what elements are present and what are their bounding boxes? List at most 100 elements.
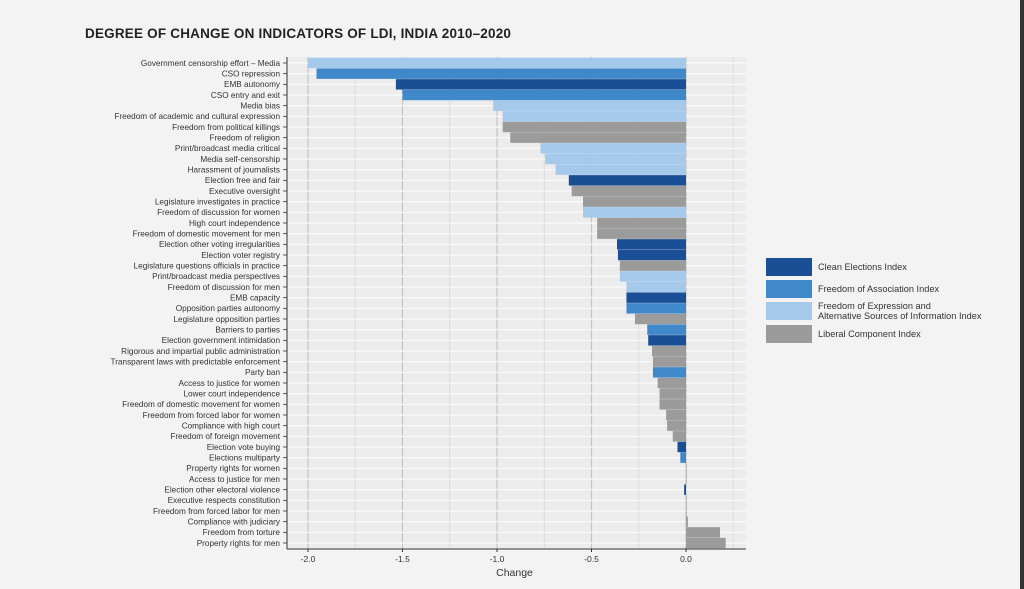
x-axis-title: Change [496, 567, 533, 579]
x-tick-label: -2.0 [301, 554, 316, 564]
category-label: Freedom of academic and cultural express… [114, 112, 280, 121]
category-label: Opposition parties autonomy [176, 304, 281, 313]
category-label: Legislature questions officials in pract… [134, 261, 281, 270]
bar [686, 473, 687, 485]
bar [626, 303, 686, 314]
bar [672, 431, 686, 442]
category-label: Media bias [240, 101, 280, 110]
category-label: Freedom of domestic movement for men [133, 229, 281, 238]
category-label: Freedom from forced labor for women [143, 411, 281, 420]
x-tick-label: 0.0 [680, 554, 692, 564]
bar [686, 463, 687, 474]
category-label: Legislature opposition parties [173, 315, 280, 324]
x-tick-label: -0.5 [584, 554, 599, 564]
category-label: Property rights for women [186, 464, 280, 473]
category-label: EMB capacity [230, 293, 281, 302]
category-label: Freedom of religion [209, 133, 280, 142]
bar [666, 409, 686, 421]
bar [395, 79, 686, 90]
category-label: Freedom of foreign movement [170, 432, 280, 441]
category-label: Barriers to parties [215, 325, 280, 334]
category-label: Compliance with high court [182, 421, 281, 430]
category-label: Freedom from political killings [172, 123, 280, 132]
bar [545, 153, 686, 165]
bar [686, 537, 726, 549]
chart-title: DEGREE OF CHANGE ON INDICATORS OF LDI, I… [85, 26, 512, 41]
legend-label: Freedom of Association Index [818, 284, 939, 294]
category-label: Legislature investigates in practice [155, 197, 281, 206]
bar [308, 57, 686, 69]
bar [617, 239, 686, 250]
category-label: Media self-censorship [200, 155, 280, 164]
category-label: EMB autonomy [224, 80, 281, 89]
category-label: Compliance with judiciary [188, 517, 281, 526]
bar [316, 68, 686, 79]
legend-swatch [766, 302, 812, 320]
bar [568, 175, 686, 186]
bar [659, 399, 686, 410]
category-label: CSO repression [222, 69, 281, 78]
category-label: Election other voting irregularities [159, 240, 280, 249]
category-label: Freedom from torture [203, 528, 281, 537]
legend-label: Alternative Sources of Information Index [818, 311, 982, 321]
category-label: Executive respects constitution [168, 496, 281, 505]
category-label: Rigorous and impartial public administra… [121, 347, 280, 356]
category-label: Executive oversight [209, 187, 281, 196]
category-label: Election other electoral violence [164, 485, 280, 494]
window-border [1020, 0, 1024, 589]
bar [686, 505, 687, 517]
category-label: Access to justice for men [189, 475, 280, 484]
category-label: Freedom of discussion for men [168, 283, 281, 292]
bar [619, 271, 686, 282]
category-label: Print/broadcast media critical [175, 144, 280, 153]
bar [686, 527, 721, 538]
bar [626, 281, 686, 293]
bar [510, 132, 686, 143]
bar [657, 377, 686, 389]
bar [617, 249, 686, 261]
bar [582, 196, 686, 207]
category-label: Election free and fair [205, 176, 280, 185]
category-label: Lower court independence [184, 389, 281, 398]
legend-swatch [766, 280, 812, 298]
bar [684, 484, 686, 495]
bar [619, 260, 686, 271]
bar [571, 185, 686, 197]
category-label: Property rights for men [197, 539, 281, 548]
bar [680, 452, 686, 463]
bar [677, 441, 686, 453]
category-label: Print/broadcast media perspectives [152, 272, 280, 281]
bar [634, 313, 686, 325]
legend-label: Clean Elections Index [818, 262, 907, 272]
bar [502, 121, 686, 133]
category-label: Election government intimidation [162, 336, 281, 345]
bar [582, 207, 686, 218]
category-label: Election voter registry [201, 251, 281, 260]
category-label: Election vote buying [207, 443, 281, 452]
bar [667, 420, 686, 431]
bar [686, 516, 688, 527]
category-label: Freedom of discussion for women [157, 208, 280, 217]
bar [652, 367, 686, 378]
bar [648, 335, 686, 346]
category-label: CSO entry and exit [211, 91, 281, 100]
legend-label: Liberal Component Index [818, 329, 921, 339]
bar [626, 292, 686, 303]
bar [493, 100, 686, 111]
bar [659, 388, 686, 399]
bar [402, 89, 686, 101]
legend-swatch [766, 325, 812, 343]
bar [686, 495, 687, 506]
category-label: Harassment of journalists [188, 165, 280, 174]
category-label: High court independence [189, 219, 280, 228]
bar [502, 111, 686, 122]
bar [540, 143, 686, 154]
legend-swatch [766, 258, 812, 276]
category-label: Government censorship effort – Media [141, 59, 281, 68]
category-label: Party ban [245, 368, 280, 377]
x-tick-label: -1.5 [395, 554, 410, 564]
bar [555, 164, 686, 175]
x-tick-label: -1.0 [490, 554, 505, 564]
legend-label: Freedom of Expression and [818, 301, 931, 311]
